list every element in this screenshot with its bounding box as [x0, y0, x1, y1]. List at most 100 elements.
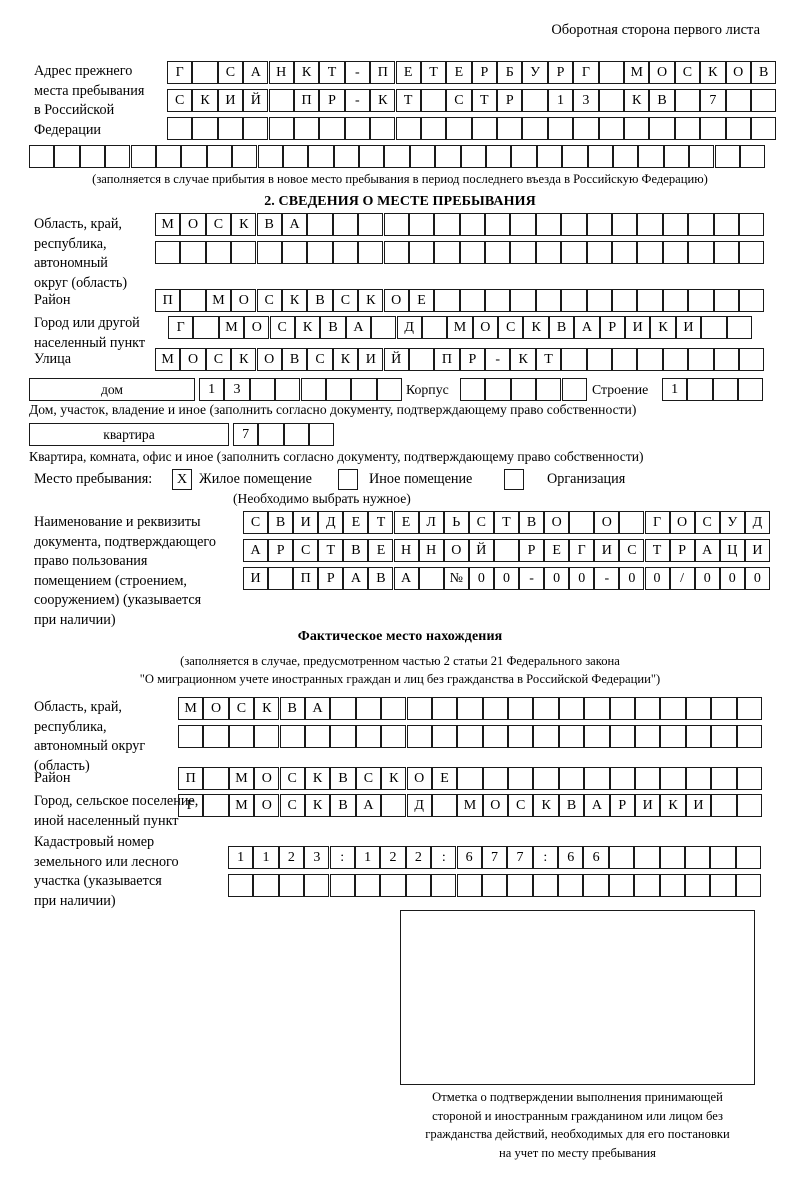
korpus-cell[interactable]	[485, 378, 511, 401]
document-cell[interactable]: В	[519, 511, 545, 534]
prev-address-cell[interactable]: Т	[471, 89, 497, 112]
region-cell[interactable]	[459, 241, 485, 264]
document-cell[interactable]: И	[243, 567, 268, 590]
prev-address-cell[interactable]	[536, 145, 563, 168]
actual-city-cell[interactable]: К	[533, 794, 559, 817]
actual-city-cell[interactable]: О	[482, 794, 508, 817]
prev-address-cell[interactable]: Р	[547, 61, 574, 84]
document-cell[interactable]: 0	[544, 567, 570, 590]
prev-address-cell[interactable]	[420, 117, 447, 140]
actual-city-cell[interactable]	[203, 794, 229, 817]
prev-address-cell[interactable]: Р	[471, 61, 497, 84]
house-cell[interactable]	[249, 378, 276, 401]
city-cell[interactable]: Д	[396, 316, 422, 339]
actual-region-cell[interactable]	[279, 725, 305, 748]
prev-address-cell[interactable]	[587, 145, 613, 168]
prev-address-cell[interactable]	[79, 145, 106, 168]
city-cell[interactable]: В	[548, 316, 575, 339]
document-cell[interactable]: Р	[519, 539, 545, 562]
cadastral-cell[interactable]	[659, 846, 685, 869]
prev-address-cell[interactable]	[384, 145, 410, 168]
street-cell[interactable]: К	[332, 348, 359, 371]
street-cell[interactable]: -	[485, 348, 511, 371]
prev-address-cell[interactable]	[750, 89, 777, 112]
cadastral-cell[interactable]	[253, 874, 279, 897]
document-cell[interactable]: А	[243, 539, 268, 562]
district-cell[interactable]: К	[358, 289, 384, 312]
prev-address-cell[interactable]	[192, 117, 218, 140]
actual-district-cell[interactable]: Е	[431, 767, 458, 790]
actual-district-cell[interactable]: В	[330, 767, 356, 790]
document-cell[interactable]: С	[293, 539, 319, 562]
document-cell[interactable]: Е	[343, 511, 369, 534]
prev-address-cell[interactable]	[497, 117, 523, 140]
region-cell[interactable]	[332, 241, 359, 264]
prev-address-cell[interactable]: В	[649, 89, 675, 112]
prev-address-cell[interactable]: С	[217, 61, 244, 84]
region-cell[interactable]	[307, 241, 333, 264]
region-cell[interactable]: М	[155, 213, 181, 236]
document-cell[interactable]: А	[694, 539, 720, 562]
cadastral-cell[interactable]	[608, 874, 635, 897]
region-cell[interactable]	[510, 213, 536, 236]
cadastral-cell[interactable]	[735, 874, 762, 897]
street-cell[interactable]	[738, 348, 765, 371]
prev-address-cell[interactable]	[471, 117, 497, 140]
prev-address-cell[interactable]	[395, 117, 421, 140]
actual-region-cell[interactable]: К	[254, 697, 280, 720]
prev-address-cell[interactable]	[130, 145, 156, 168]
cadastral-cell[interactable]	[659, 874, 685, 897]
korpus-comb[interactable]	[460, 378, 587, 401]
prev-address-cell[interactable]	[217, 117, 244, 140]
house-cell[interactable]: 1	[199, 378, 225, 401]
district-cell[interactable]: В	[307, 289, 333, 312]
district-cell[interactable]: С	[256, 289, 282, 312]
document-cell[interactable]	[418, 567, 444, 590]
city-cell[interactable]: В	[320, 316, 346, 339]
actual-region-cell[interactable]	[330, 697, 356, 720]
cadastral-cell[interactable]	[228, 874, 254, 897]
document-cell[interactable]: С	[468, 511, 494, 534]
stroenie-cell[interactable]: 1	[662, 378, 688, 401]
actual-region-cell[interactable]	[406, 697, 432, 720]
prev-address-cell[interactable]	[522, 89, 548, 112]
actual-region-cell[interactable]	[609, 725, 635, 748]
korpus-cell[interactable]	[510, 378, 537, 401]
street-cell[interactable]: П	[434, 348, 460, 371]
actual-city-cell[interactable]: И	[635, 794, 661, 817]
document-cell[interactable]: /	[669, 567, 695, 590]
street-cell[interactable]: Р	[459, 348, 485, 371]
actual-district-cell[interactable]: С	[355, 767, 382, 790]
actual-region-cell[interactable]	[304, 725, 331, 748]
document-cell[interactable]: О	[544, 511, 570, 534]
document-cell[interactable]	[493, 539, 519, 562]
cadastral-cell[interactable]	[685, 874, 711, 897]
prev-address-cell[interactable]	[511, 145, 537, 168]
actual-district-cell[interactable]	[508, 767, 534, 790]
prev-address-cell[interactable]	[725, 117, 751, 140]
cadastral-cell[interactable]: 6	[583, 846, 609, 869]
cadastral-cell[interactable]	[634, 874, 660, 897]
flat-cell[interactable]	[309, 423, 335, 446]
actual-district-cell[interactable]	[558, 767, 585, 790]
district-cell[interactable]: О	[383, 289, 409, 312]
prev-address-cell[interactable]: Е	[395, 61, 421, 84]
prev-address-cell[interactable]: К	[293, 61, 320, 84]
cadastral-cell[interactable]	[507, 874, 533, 897]
region-cell[interactable]	[485, 241, 511, 264]
city-cell[interactable]	[726, 316, 752, 339]
prev-address-cell[interactable]: К	[370, 89, 396, 112]
prev-address-cell[interactable]: О	[649, 61, 675, 84]
document-cell[interactable]: Р	[669, 539, 695, 562]
cadastral-cell[interactable]	[710, 874, 736, 897]
street-cell[interactable]: Й	[383, 348, 409, 371]
region-cell[interactable]	[535, 213, 562, 236]
document-cell[interactable]: П	[293, 567, 319, 590]
actual-city-cell[interactable]: С	[279, 794, 305, 817]
actual-city-cell[interactable]: Г	[178, 794, 204, 817]
document-cell[interactable]: А	[393, 567, 419, 590]
region-cell[interactable]	[688, 213, 714, 236]
